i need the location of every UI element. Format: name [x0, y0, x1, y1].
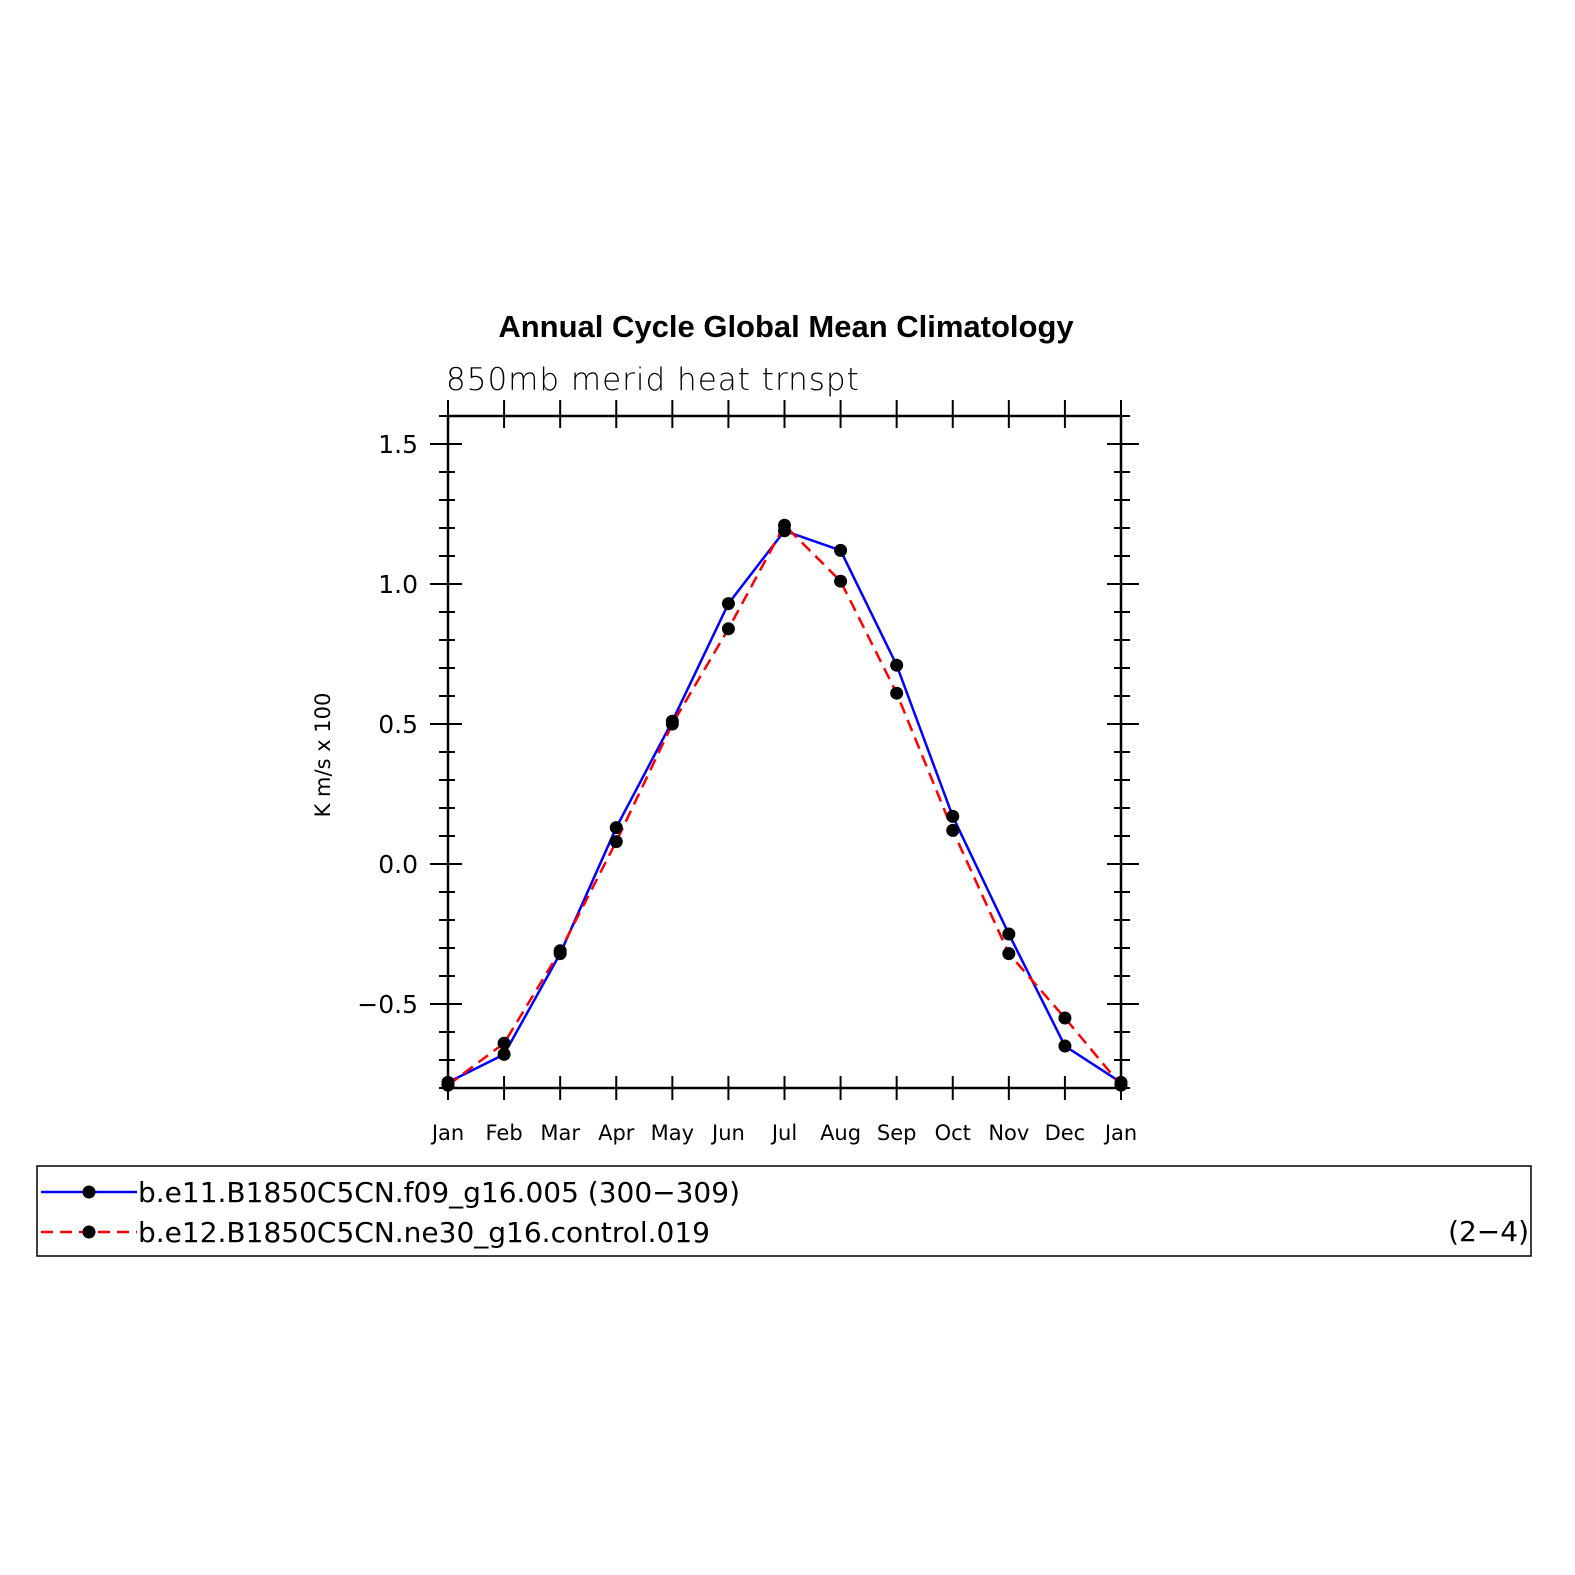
series-1-point — [609, 821, 623, 835]
series-2-point — [1002, 947, 1016, 961]
x-tick-label: Nov — [988, 1121, 1029, 1145]
series-2-point — [441, 1078, 455, 1092]
series-2-point — [721, 622, 735, 636]
series-2-point — [890, 686, 904, 700]
y-axis-label: K m/s x 100 — [311, 693, 335, 818]
x-tick-label: Dec — [1045, 1121, 1086, 1145]
series-points — [441, 518, 1128, 1092]
series-1-point — [946, 809, 960, 823]
y-tick-label: 1.5 — [378, 430, 418, 459]
series-2-point — [946, 823, 960, 837]
series-2-point — [1114, 1078, 1128, 1092]
legend-entry-1: b.e11.B1850C5CN.f09_g16.005 (300−309) — [138, 1176, 740, 1209]
series-2-point — [665, 717, 679, 731]
series-1-point — [1002, 927, 1016, 941]
x-tick-label: May — [651, 1121, 694, 1145]
y-tick-label: 1.0 — [378, 570, 418, 599]
series-2-point — [553, 944, 567, 958]
series-line-2 — [447, 523, 1122, 1087]
y-tick-label: 0.0 — [378, 850, 418, 879]
x-tick-labels: Jan Feb Mar Apr May Jun Jul Aug Sep Oct Nov Dec Jan — [430, 1121, 1137, 1145]
legend: b.e11.B1850C5CN.f09_g16.005 (300−309) b.e… — [41, 1176, 740, 1249]
x-tick-label: Jan — [1103, 1121, 1137, 1145]
chart-subtitle: 850mb merid heat trnspt — [446, 362, 860, 398]
legend-marker-1 — [82, 1185, 96, 1199]
series-1-point — [1058, 1039, 1072, 1053]
panel-corner-label: (2−4) — [1448, 1215, 1529, 1248]
legend-entry-2: b.e12.B1850C5CN.ne30_g16.control.019 — [138, 1216, 710, 1249]
x-tick-label: Jul — [770, 1121, 797, 1145]
series-line-1 — [447, 529, 1122, 1084]
legend-box — [36, 1165, 1532, 1257]
x-tick-label: Sep — [877, 1121, 917, 1145]
series-1-point — [890, 658, 904, 672]
x-tick-label: Aug — [820, 1121, 861, 1145]
series-1-point — [834, 543, 848, 557]
axis-ticks — [430, 400, 1139, 1100]
x-tick-label: Mar — [540, 1121, 580, 1145]
x-tick-label: Apr — [598, 1121, 635, 1145]
series-2-point — [609, 835, 623, 849]
series-1-point — [497, 1047, 511, 1061]
series-2-point — [497, 1036, 511, 1050]
series-2-point — [1058, 1011, 1072, 1025]
plot-frame — [446, 414, 1123, 1090]
x-tick-label: Jan — [430, 1121, 464, 1145]
y-tick-label: 0.5 — [378, 710, 418, 739]
series-2-point — [778, 518, 791, 532]
series-lines — [447, 523, 1122, 1087]
series-1-point — [721, 597, 735, 611]
x-tick-label: Oct — [935, 1121, 971, 1145]
chart-title: Annual Cycle Global Mean Climatology — [498, 309, 1074, 344]
y-tick-labels: −0.5 0.0 0.5 1.0 1.5 — [357, 430, 418, 1019]
y-tick-label: −0.5 — [357, 990, 418, 1019]
x-tick-label: Jun — [710, 1121, 745, 1145]
legend-marker-2 — [82, 1225, 96, 1239]
series-2-point — [834, 574, 848, 588]
x-tick-label: Feb — [485, 1121, 522, 1145]
